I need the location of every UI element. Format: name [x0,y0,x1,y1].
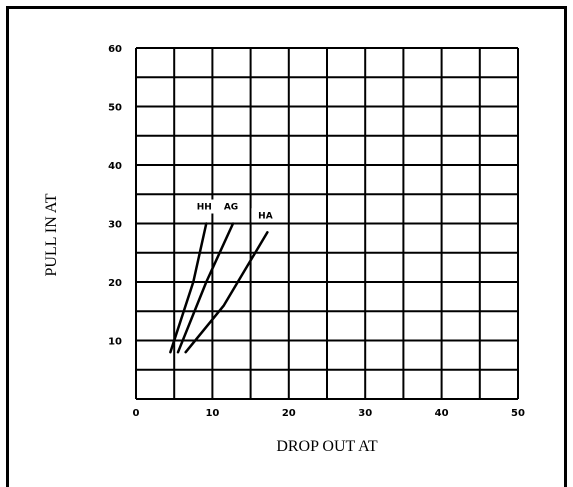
series-label-bg [217,199,246,214]
x-tick-label: 50 [511,408,525,419]
series-line-ha [184,231,269,354]
series-lines: HH AG HA [169,199,280,354]
y-tick-label: 30 [108,220,122,231]
x-tick-label: 20 [282,408,296,419]
x-axis-title: DROP OUT AT [276,438,378,455]
x-tick-label: 10 [205,408,219,419]
y-tick-label: 60 [108,44,122,55]
grid [135,47,519,400]
x-tick-label: 40 [435,408,449,419]
series-label-bg [190,199,219,214]
y-axis-title: PULL IN AT [43,193,60,276]
tick-labels: 0 10 20 30 40 50 10 20 30 40 50 60 [108,44,525,419]
series-label-ha: HA [258,211,273,221]
x-tick-label: 30 [358,408,372,419]
series-label-hh: HH [197,203,212,213]
x-tick-label: 0 [133,408,140,419]
y-tick-label: 40 [108,161,122,172]
series-line-ag [176,222,235,354]
y-tick-label: 50 [108,103,122,114]
series-label-ag: AG [224,203,238,213]
y-tick-label: 10 [108,337,122,348]
chart-frame [6,6,567,487]
y-tick-label: 20 [108,278,122,289]
series-label-bg [251,208,280,223]
series-line-hh [169,222,208,354]
